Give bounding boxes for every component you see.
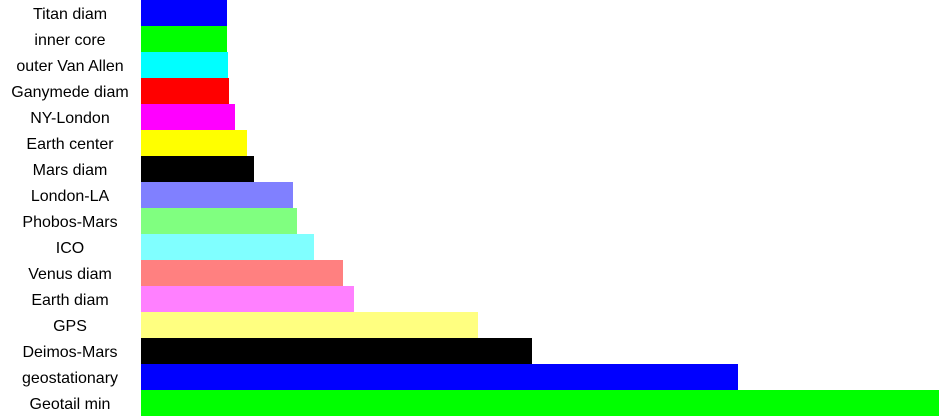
category-label: Geotail min [30,396,111,413]
category-label: London-LA [31,188,110,205]
bar-gps [141,312,478,338]
bar-titan-diam [141,0,227,26]
bar-phobos-mars [141,208,297,234]
category-label: Deimos-Mars [22,344,117,361]
bar-geostationary [141,364,738,390]
category-label: Mars diam [33,162,108,179]
category-label: Earth center [26,136,114,153]
category-label: Earth diam [31,292,108,309]
category-label: Titan diam [33,6,107,23]
bar-venus-diam [141,260,343,286]
bar-geotail-min [141,390,939,416]
category-label: GPS [53,318,87,335]
category-label: inner core [34,32,105,49]
category-label: Venus diam [28,266,112,283]
bar-london-la [141,182,293,208]
bar-deimos-mars [141,338,532,364]
bar-ganymede-diam [141,78,229,104]
category-label: outer Van Allen [16,58,123,75]
bar-mars-diam [141,156,254,182]
bar-inner-core [141,26,227,52]
category-label: ICO [56,240,84,257]
bar-earth-diam [141,286,354,312]
category-label: Ganymede diam [11,84,128,101]
bars [141,0,939,416]
bar-outer-van-allen [141,52,228,78]
category-labels: Titan diam inner core outer Van Allen Ganym… [11,6,128,413]
category-label: NY-London [30,110,109,127]
bar-earth-center [141,130,247,156]
category-label: Phobos-Mars [22,214,117,231]
bar-ico [141,234,314,260]
category-label: geostationary [22,370,118,387]
bar-ny-london [141,104,235,130]
